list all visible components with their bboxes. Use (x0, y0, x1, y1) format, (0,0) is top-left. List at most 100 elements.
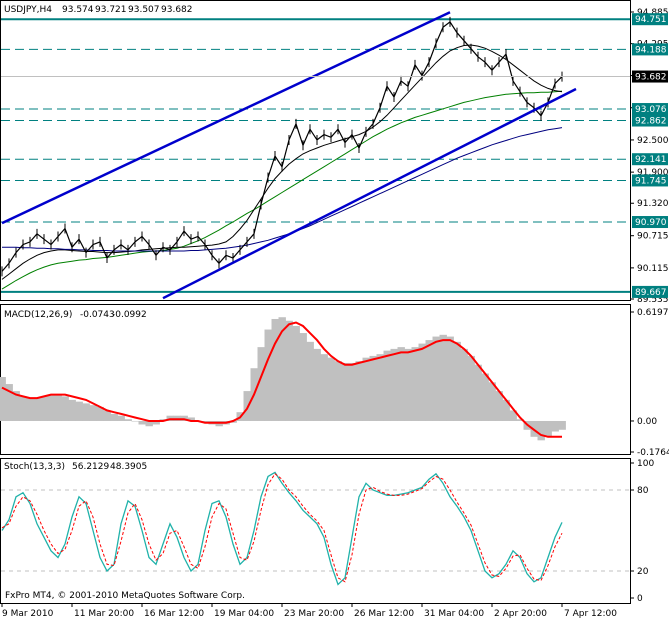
macd-title: MACD(12,26,9) (4, 310, 72, 320)
price-tick-label: 91.320 (637, 199, 669, 209)
macd-histogram-bar (75, 401, 83, 421)
stoch-y-axis: 100 80 20 0 (630, 459, 654, 604)
current-price-box (632, 70, 668, 83)
level-price-label: 94.751 (635, 15, 667, 25)
macd-signal-value: -0.0992 (112, 310, 147, 320)
macd-histogram-bar (516, 419, 524, 421)
macd-y-axis: 0.6197 0.00 -0.1764 (630, 308, 669, 458)
time-tick-label: 16 Mar 12:00 (144, 609, 204, 619)
macd-tick-label: 0.00 (637, 417, 657, 427)
macd-histogram-bar (334, 361, 342, 421)
macd-histogram-bar (12, 391, 20, 421)
level-price-label: 94.188 (635, 45, 667, 55)
macd-value: -0.0743 (80, 310, 115, 320)
macd-histogram-bar (26, 398, 34, 421)
level-price-box (632, 285, 668, 298)
level-price-label: 89.667 (635, 288, 667, 298)
time-tick-label: 19 Mar 04:00 (214, 609, 274, 619)
time-tick-label: 26 Mar 12:00 (354, 609, 414, 619)
macd-histogram (0, 317, 566, 441)
price-tick-label: 92.500 (637, 136, 669, 146)
macd-histogram-bar (5, 384, 13, 421)
stoch-lines (1, 471, 563, 586)
macd-histogram-bar (348, 362, 356, 421)
macd-histogram-bar (40, 396, 48, 421)
price-tick-label: 94.885 (637, 8, 669, 18)
level-price-label: 92.862 (635, 117, 667, 127)
time-axis: 9 Mar 2010 11 Mar 20:00 16 Mar 12:00 19 Mar… (1, 603, 617, 619)
macd-histogram-bar (47, 394, 55, 421)
ohlc-high: 93.721 (95, 5, 127, 15)
macd-histogram-bar (446, 336, 454, 421)
ohlc-low: 93.507 (128, 5, 160, 15)
macd-histogram-bar (285, 320, 293, 421)
time-tick-label: 11 Mar 20:00 (74, 609, 134, 619)
macd-histogram-bar (488, 382, 496, 421)
macd-histogram-bar (89, 405, 97, 421)
level-price-box (632, 153, 668, 166)
macd-histogram-bar (397, 347, 405, 421)
macd-histogram-bar (481, 373, 489, 421)
level-price-box (632, 103, 668, 116)
macd-histogram-bar (502, 399, 510, 421)
current-price: 93.682 (1, 70, 668, 83)
channel-line (1, 11, 451, 225)
macd-histogram-bar (411, 347, 419, 421)
macd-signal-polyline (1, 321, 562, 438)
macd-histogram-bar (439, 334, 447, 421)
stoch-frame (0, 458, 631, 604)
macd-histogram-bar (138, 420, 146, 425)
macd-histogram-bar (383, 350, 391, 421)
macd-histogram-bar (404, 348, 412, 421)
stoch-title: Stoch(13,3,3) (4, 462, 65, 472)
macd-histogram-bar (103, 410, 111, 421)
macd-histogram-bar (124, 419, 132, 421)
level-price-box (632, 43, 668, 56)
macd-histogram-bar (495, 391, 503, 421)
stoch-tick-label: 0 (637, 594, 643, 604)
macd-histogram-bar (96, 406, 104, 421)
level-price-box (632, 174, 668, 187)
macd-histogram-bar (278, 317, 286, 421)
stoch-signal-value: 48.3905 (110, 462, 147, 472)
macd-histogram-bar (369, 355, 377, 421)
horizontal-levels[interactable]: 94.751 94.188 93.076 92.862 92.141 91.745 90.9… (1, 13, 668, 298)
stoch-panel[interactable]: Stoch(13,3,3) 56.2129 48.3905 100 80 20 0 F… (0, 458, 655, 605)
current-price-label: 93.682 (635, 73, 667, 83)
level-price-box (632, 13, 668, 26)
macd-histogram-bar (376, 354, 384, 421)
macd-histogram-bar (131, 420, 139, 422)
macd-histogram-bar (418, 343, 426, 421)
price-tick-label: 91.900 (637, 168, 669, 178)
moving-average-line (1, 90, 563, 290)
price-tick-label: 90.715 (637, 232, 669, 242)
macd-histogram-bar (341, 362, 349, 421)
macd-histogram-bar (292, 326, 300, 421)
macd-histogram-bar (117, 415, 125, 421)
time-tick-label: 9 Mar 2010 (2, 609, 54, 619)
stoch-tick-label: 100 (637, 459, 654, 469)
macd-histogram-bar (425, 340, 433, 421)
stoch-levels (1, 489, 630, 572)
macd-panel[interactable]: MACD(12,26,9) -0.0743 -0.0992 0.6197 0.00… (0, 304, 669, 459)
macd-histogram-bar (320, 354, 328, 421)
time-tick-label: 23 Mar 20:00 (284, 609, 344, 619)
ohlc-open: 93.574 (62, 5, 94, 15)
stoch-signal-line (1, 473, 563, 583)
macd-histogram-bar (432, 336, 440, 421)
channel-line (162, 87, 577, 300)
macd-histogram-bar (0, 377, 6, 421)
macd-histogram-bar (306, 341, 314, 421)
macd-histogram-bar (474, 364, 482, 421)
price-panel[interactable]: USDJPY,H4 93.574 93.721 93.507 93.682 94… (0, 0, 669, 306)
level-price-box (632, 216, 668, 229)
level-price-label: 93.076 (635, 105, 667, 115)
macd-histogram-bar (551, 420, 559, 432)
macd-tick-label: 0.6197 (637, 308, 669, 318)
macd-histogram-bar (187, 417, 195, 421)
macd-histogram-bar (327, 357, 335, 421)
macd-histogram-bar (299, 333, 307, 421)
channel-lines[interactable] (1, 11, 577, 300)
time-tick-label: 7 Apr 12:00 (564, 609, 617, 619)
